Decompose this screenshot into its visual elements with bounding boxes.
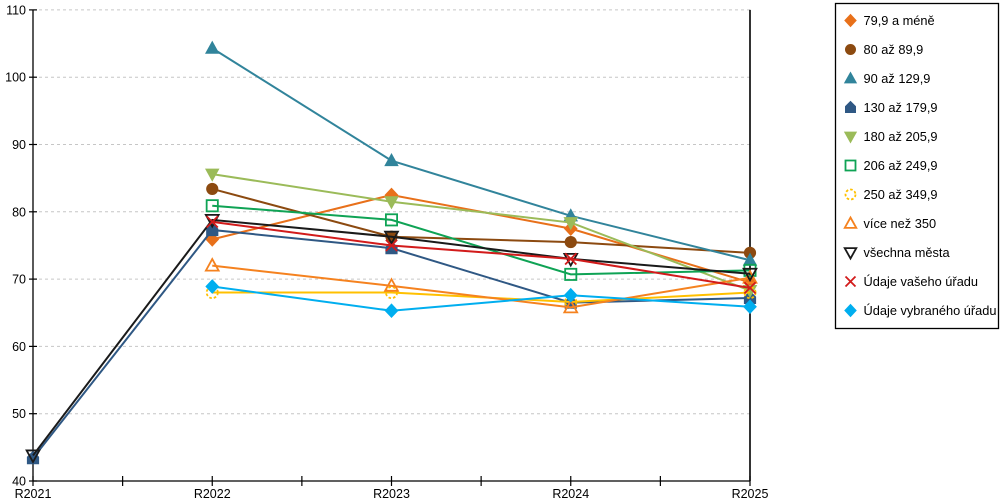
data-point	[384, 196, 399, 210]
data-point	[564, 295, 578, 309]
legend-marker-diamond-icon	[844, 303, 857, 318]
legend-marker-diamond-icon	[844, 13, 857, 28]
legend-item: všechna města	[843, 245, 951, 261]
data-point	[385, 239, 398, 252]
data-point	[384, 286, 398, 300]
series-line	[212, 173, 751, 292]
data-point	[205, 199, 219, 213]
series-line	[211, 187, 751, 254]
data-point	[205, 40, 220, 54]
legend-item: více než 350	[843, 215, 937, 231]
legend-label: 206 až 249,9	[864, 158, 938, 173]
data-point	[204, 257, 221, 272]
y-tick-label: 90	[12, 138, 26, 152]
x-tick-label: R2025	[732, 487, 769, 500]
data-point	[564, 252, 577, 266]
data-point	[206, 222, 219, 237]
legend-marker-triangle-up-icon	[843, 71, 858, 84]
x-tick-label: R2023	[373, 487, 410, 500]
legend-label: Údaje vašeho úřadu	[864, 274, 979, 289]
data-point	[205, 286, 219, 300]
legend-item: Údaje vašeho úřadu	[844, 274, 979, 289]
legend-marker-x-icon	[844, 275, 857, 288]
x-tick-label: R2021	[15, 487, 52, 500]
legend-label: 79,9 a méně	[864, 13, 935, 28]
data-point	[743, 281, 757, 295]
legend-label: všechna města	[864, 245, 951, 260]
data-point	[743, 299, 757, 315]
legend-marker-pentagon-icon	[845, 100, 856, 113]
series-line	[212, 285, 751, 312]
data-point	[205, 168, 220, 182]
series-line	[212, 264, 751, 309]
y-tick-label: 100	[5, 71, 26, 85]
series-line	[211, 47, 751, 262]
data-point	[742, 269, 758, 284]
legend-label: 130 až 179,9	[864, 100, 938, 115]
data-point	[384, 153, 399, 167]
legend-item: Údaje vybraného úřadu	[844, 303, 997, 318]
series-line	[32, 218, 751, 457]
legend-label: 250 až 349,9	[864, 187, 938, 202]
data-point	[383, 277, 400, 292]
legend-item: 180 až 205,9	[843, 129, 938, 144]
data-point	[563, 217, 578, 231]
data-point	[205, 279, 220, 294]
legend-marker-square-icon	[844, 159, 857, 172]
y-tick-label: 110	[6, 3, 26, 17]
legend-marker-circle-dashed-icon	[844, 188, 857, 201]
data-point	[206, 215, 219, 229]
data-point	[384, 303, 399, 319]
legend-label: více než 350	[864, 216, 937, 231]
legend-item: 90 až 129,9	[843, 71, 931, 86]
legend-marker-triangle-down-icon	[843, 247, 858, 261]
series-line	[212, 220, 751, 289]
data-point	[26, 450, 40, 465]
legend-item: 206 až 249,9	[844, 158, 938, 173]
legend-label: 80 až 89,9	[864, 42, 924, 57]
data-point	[25, 449, 41, 464]
legend-item: 250 až 349,9	[844, 187, 938, 202]
legend-marker-circle-icon	[845, 44, 856, 55]
data-point	[383, 230, 400, 246]
data-point	[564, 267, 578, 281]
legend-label: 180 až 205,9	[864, 129, 938, 144]
data-point	[563, 287, 578, 303]
legend-label: Údaje vybraného úřadu	[864, 303, 997, 318]
legend-item: 130 až 179,9	[845, 100, 938, 115]
data-point	[562, 298, 579, 314]
x-tick-label: R2024	[552, 487, 589, 500]
legend-label: 90 až 129,9	[864, 71, 931, 86]
legend-item: 79,9 a méně	[844, 13, 935, 28]
legend-marker-triangle-down-icon	[843, 131, 858, 144]
y-tick-label: 40	[12, 475, 26, 489]
data-point	[742, 267, 758, 283]
legend-item: 80 až 89,9	[845, 42, 924, 57]
data-point	[384, 213, 398, 227]
legend: 79,9 a méně 80 až 89,9 90 až 129,9 130 až 1…	[834, 2, 1000, 330]
legend-marker-triangle-up-icon	[843, 215, 858, 229]
legend-box	[834, 2, 1000, 330]
y-tick-label: 50	[12, 407, 26, 421]
x-tick-label: R2022	[194, 487, 231, 500]
y-tick-label: 80	[12, 205, 26, 219]
data-point	[206, 182, 219, 196]
y-tick-label: 70	[12, 273, 26, 287]
y-tick-label: 60	[12, 340, 26, 354]
data-point	[204, 213, 221, 229]
data-point	[564, 235, 577, 249]
